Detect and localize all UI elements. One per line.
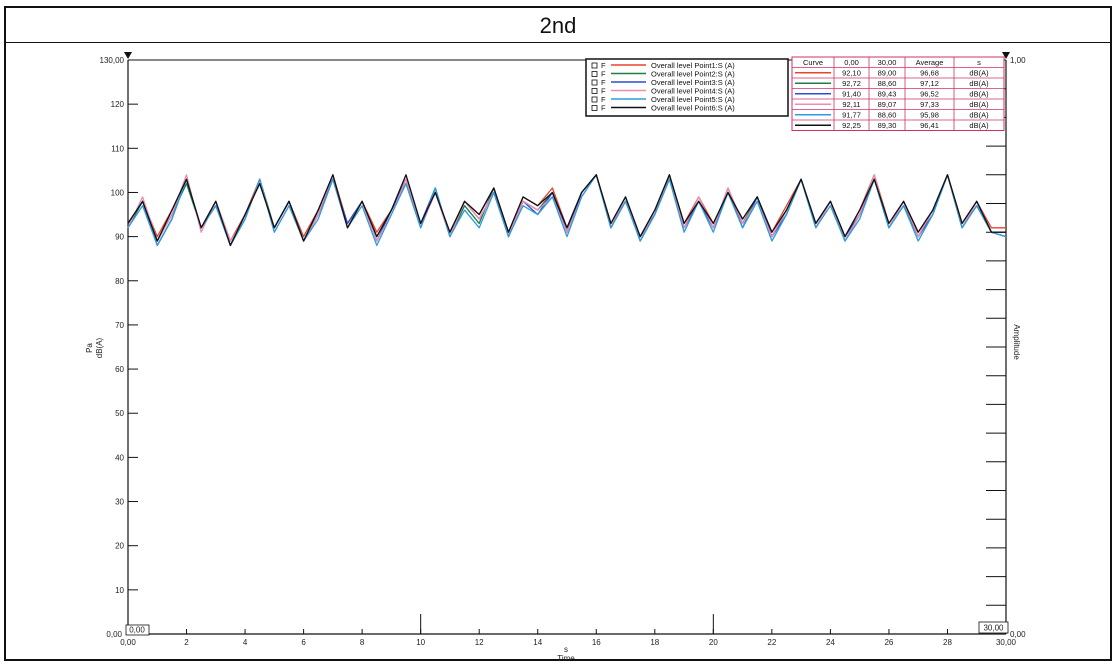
- x-tick-label: 22: [767, 638, 776, 647]
- legend-prefix: F: [601, 78, 606, 87]
- chart-title: 2nd: [6, 8, 1110, 43]
- x-tick-label: 4: [243, 638, 248, 647]
- x-tick-label: 0,00: [120, 638, 136, 647]
- legend-prefix: F: [601, 95, 606, 104]
- legend-prefix: F: [601, 104, 606, 113]
- table-cell: 96,68: [920, 69, 939, 78]
- table-cell: dB(A): [969, 79, 989, 88]
- table-cell: 92,72: [842, 79, 861, 88]
- y-tick-label: 90: [115, 233, 124, 242]
- table-cell: 89,07: [878, 100, 897, 109]
- x-tick-label: 12: [475, 638, 484, 647]
- cursor-end-value: 30,00: [983, 624, 1004, 633]
- table-cell: dB(A): [969, 90, 989, 99]
- legend-label: Overall level Point5:S (A): [651, 95, 735, 104]
- table-header-cell: Average: [916, 58, 944, 67]
- table-cell: 92,10: [842, 69, 861, 78]
- table-cell: 92,11: [842, 100, 860, 109]
- legend-checkbox: [591, 71, 598, 77]
- legend-label: Overall level Point1:S (A): [651, 61, 735, 70]
- legend-label: Overall level Point4:S (A): [651, 87, 735, 96]
- cursor-start-box: [125, 624, 150, 636]
- y-tick-label: 10: [115, 586, 124, 595]
- y-tick-label: 50: [115, 409, 124, 418]
- y-tick-label: 110: [111, 144, 124, 153]
- legend-checkbox: [591, 105, 598, 111]
- y-tick-label: 40: [115, 453, 124, 462]
- x-axis-label: Time: [557, 654, 575, 663]
- table-cell: 89,30: [878, 121, 897, 130]
- table-cell: 96,41: [920, 121, 939, 130]
- x-tick-label: 10: [416, 638, 425, 647]
- y-tick-label: 80: [115, 277, 124, 286]
- x-tick-label: 20: [709, 638, 718, 647]
- table-cell: 97,12: [920, 79, 939, 88]
- table-header-cell: 30,00: [878, 58, 897, 67]
- x-tick-label: 2: [184, 638, 189, 647]
- cursor-start-marker: [124, 52, 132, 59]
- y-tick-label: 60: [115, 365, 124, 374]
- x-tick-label: 26: [884, 638, 893, 647]
- series-line: [127, 174, 1006, 247]
- x-tick-label: 6: [301, 638, 306, 647]
- series-line: [127, 174, 1007, 247]
- table-cell: 95,98: [920, 111, 939, 120]
- y-tick-label: 100: [111, 188, 125, 197]
- table-cell: 89,43: [878, 90, 897, 99]
- legend-checkbox: [591, 88, 598, 94]
- legend-label: Overall level Point6:S (A): [651, 104, 735, 113]
- table-cell: 88,60: [878, 79, 897, 88]
- legend-checkbox: [591, 79, 598, 86]
- y2-tick-label-bottom: 0,00: [1010, 630, 1026, 639]
- y2-tick-label-top: 1,00: [1010, 56, 1026, 65]
- table-cell: 96,52: [920, 90, 939, 99]
- table-cell: dB(A): [969, 121, 989, 130]
- legend-label: Overall level Point3:S (A): [651, 78, 735, 87]
- table-header-cell: Curve: [803, 58, 823, 67]
- x-tick-label: 28: [943, 638, 952, 647]
- cursor-end-marker: [1002, 52, 1010, 59]
- table-cell: 91,77: [842, 111, 861, 120]
- table-cell: 97,33: [920, 100, 939, 109]
- legend-checkbox: [591, 96, 598, 103]
- y-tick-label: 130,00: [100, 56, 125, 65]
- legend-prefix: F: [601, 70, 606, 79]
- x-tick-label: 24: [826, 638, 835, 647]
- x-tick-label: 14: [533, 638, 542, 647]
- x-tick-label: 30,00: [996, 638, 1017, 647]
- y-tick-label: 120: [111, 100, 125, 109]
- table-cell: dB(A): [969, 100, 989, 109]
- legend-box: [585, 58, 789, 117]
- y-tick-label: 30: [115, 498, 124, 507]
- y2-axis-label: Amplitude: [1012, 324, 1021, 360]
- x-tick-label: 8: [360, 638, 365, 647]
- table-cell: dB(A): [969, 69, 989, 78]
- table-header-cell: s: [977, 58, 981, 67]
- y-tick-label: 20: [115, 542, 124, 551]
- x-tick-label: 18: [650, 638, 659, 647]
- x-tick-label: 16: [592, 638, 601, 647]
- table-cell: 88,60: [878, 111, 897, 120]
- x-axis-unit: s: [564, 645, 568, 654]
- y-tick-label: 70: [115, 321, 124, 330]
- y-tick-label: 0,00: [106, 630, 122, 639]
- table-header-cell: 0,00: [844, 58, 859, 67]
- legend-label: Overall level Point2:S (A): [651, 70, 735, 79]
- cursor-start-value: 0,00: [129, 626, 145, 635]
- table-cell: 89,00: [878, 69, 897, 78]
- table-cell: 91,40: [842, 90, 861, 99]
- y-axis-unit: Pa: [85, 343, 94, 353]
- table-cell: dB(A): [969, 111, 989, 120]
- legend-checkbox: [591, 62, 598, 69]
- legend-prefix: F: [601, 61, 606, 70]
- cursor-end-box: [978, 621, 1009, 634]
- legend-prefix: F: [601, 87, 606, 96]
- table-cell: 92,25: [842, 121, 861, 130]
- y-axis-label: dB(A): [95, 337, 104, 358]
